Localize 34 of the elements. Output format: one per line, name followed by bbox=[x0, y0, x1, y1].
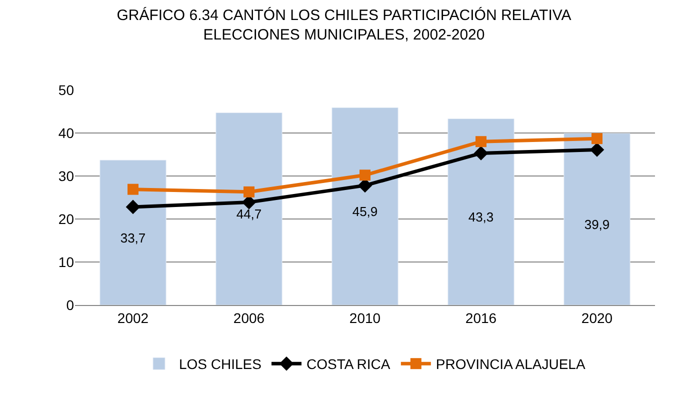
data-label: 45,9 bbox=[352, 204, 378, 220]
bar bbox=[216, 112, 282, 305]
x-tick-label: 2006 bbox=[233, 310, 265, 326]
bar bbox=[332, 107, 398, 305]
point bbox=[592, 133, 602, 144]
point bbox=[126, 200, 140, 214]
point bbox=[360, 170, 370, 181]
y-tick-label: 20 bbox=[58, 210, 74, 227]
legend-label: PROVINCIA ALAJUELA bbox=[436, 356, 586, 372]
point bbox=[128, 184, 138, 195]
data-label: 39,9 bbox=[584, 216, 610, 232]
data-label: 43,3 bbox=[468, 210, 494, 225]
y-tick-label: 0 bbox=[66, 296, 74, 313]
bar bbox=[564, 133, 630, 305]
bar bbox=[100, 160, 166, 305]
point bbox=[474, 146, 488, 160]
chart-title: GRÁFICO 6.34 CANTÓN LOS CHILES PARTICIPACIÓN RELATIVA ELECCIONES MUNICIPALES, 2002-2020 bbox=[116, 6, 572, 44]
point bbox=[590, 142, 604, 157]
point bbox=[476, 136, 486, 148]
y-tick-label: 30 bbox=[58, 168, 74, 184]
bar bbox=[448, 118, 514, 305]
x-tick-label: 2016 bbox=[465, 310, 497, 326]
data-label: 33,7 bbox=[120, 230, 146, 246]
y-tick-label: 10 bbox=[58, 254, 74, 270]
y-tick-label: 40 bbox=[58, 124, 74, 141]
legend-label: COSTA RICA bbox=[306, 356, 391, 372]
x-tick-label: 2020 bbox=[581, 310, 613, 326]
x-tick-label: 2002 bbox=[117, 310, 149, 326]
point bbox=[242, 195, 256, 210]
point bbox=[244, 186, 254, 198]
legend-label: LOS CHILES bbox=[179, 356, 262, 372]
data-label: 44,7 bbox=[236, 206, 262, 222]
x-tick-label: 2010 bbox=[349, 310, 381, 326]
y-tick-label: 50 bbox=[58, 82, 74, 98]
